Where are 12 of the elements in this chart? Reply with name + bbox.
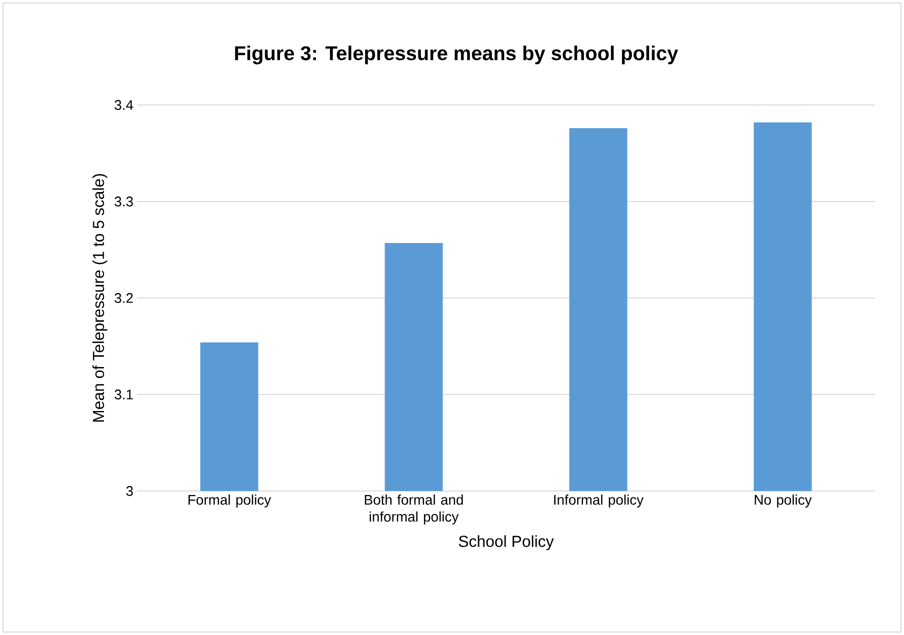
x-tick-label: Formal policy <box>188 494 272 508</box>
y-tick-label: 3.4 <box>114 100 134 110</box>
x-tick-label: Informal policy <box>554 494 644 508</box>
chart-title: Figure 3: Telepressure means by school policy <box>235 46 678 64</box>
y-axis-title: Mean of Telepressure (1 to 5 scale) <box>92 174 108 422</box>
x-axis-title: School Policy <box>458 535 554 550</box>
x-tick-label: No policy <box>754 494 812 508</box>
x-tick-label: Both formal and informal policy <box>364 494 463 524</box>
y-tick-label: 3.3 <box>114 196 133 206</box>
y-tick-label: 3.2 <box>114 293 133 303</box>
y-tick-label: 3 <box>126 486 133 496</box>
y-tick-label: 3.1 <box>114 390 133 400</box>
